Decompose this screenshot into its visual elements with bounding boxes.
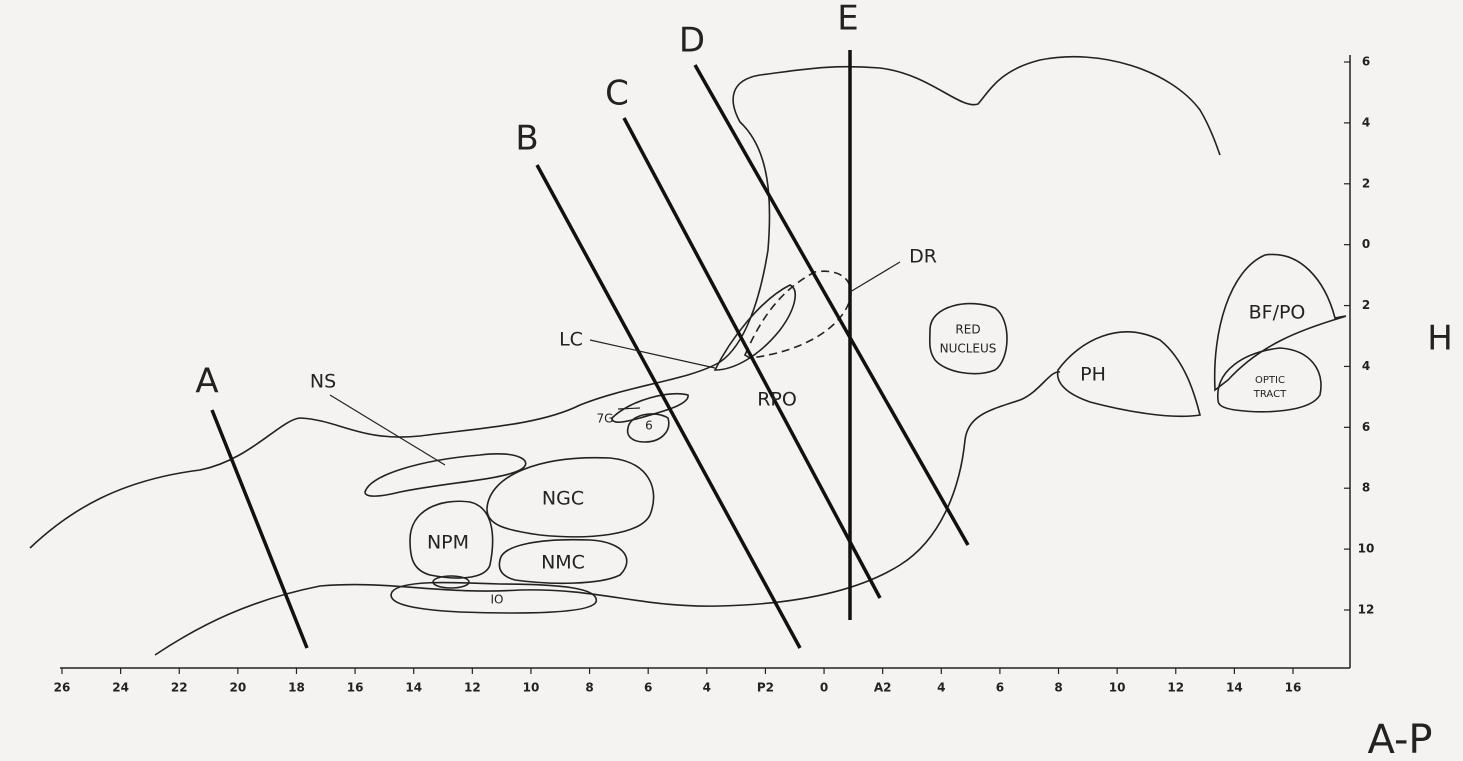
- tick-label: A2: [874, 681, 892, 695]
- tick-label: 24: [112, 681, 129, 695]
- region-label: BF/PO: [1249, 302, 1306, 324]
- region-label: LC: [559, 329, 583, 351]
- region-label: NS: [310, 371, 336, 393]
- region-label: TRACT: [1253, 389, 1287, 400]
- tick-label: 2: [1362, 298, 1370, 312]
- atlas-figure: A B C D E H A-P NS LC 7G 6 NGC NPM NMC I…: [0, 0, 1463, 761]
- ns-outline: [365, 454, 526, 496]
- region-label: PH: [1080, 364, 1106, 386]
- tick-label: 4: [1362, 359, 1370, 373]
- tick-label: 10: [1358, 542, 1375, 556]
- leader-lines: [330, 262, 900, 465]
- tick-label: 8: [585, 681, 593, 695]
- plane-line: [695, 65, 968, 545]
- tick-label: 8: [1362, 481, 1370, 495]
- plane-label: H: [1427, 319, 1453, 359]
- tick-label: 14: [1226, 681, 1243, 695]
- plane-line: [624, 118, 880, 598]
- tick-label: 10: [1109, 681, 1126, 695]
- region-label: RED: [955, 323, 980, 337]
- region-label: NPM: [427, 532, 469, 554]
- tick-label: 12: [464, 681, 481, 695]
- tick-label: 6: [1362, 55, 1370, 69]
- tick-label: 10: [523, 681, 540, 695]
- plane-label: B: [515, 119, 538, 159]
- region-label: NMC: [541, 552, 585, 574]
- tick-label: 22: [171, 681, 188, 695]
- tick-label: 6: [644, 681, 652, 695]
- plane-label: A: [195, 362, 218, 402]
- tick-label: 20: [230, 681, 247, 695]
- region-label: IO: [491, 593, 504, 607]
- plane-label: D: [679, 21, 705, 61]
- region-label: DR: [909, 246, 937, 268]
- tick-label: 16: [1285, 681, 1302, 695]
- plane-line: [212, 410, 307, 648]
- tick-label: 12: [1358, 603, 1375, 617]
- plane-label: E: [837, 0, 858, 39]
- plane-label: C: [605, 74, 629, 114]
- tick-label: 14: [405, 681, 422, 695]
- red-nucleus-outline: [930, 304, 1007, 374]
- ph-outline: [1058, 332, 1200, 416]
- tick-label: 12: [1167, 681, 1184, 695]
- tick-label: 4: [937, 681, 945, 695]
- tick-label: 4: [703, 681, 711, 695]
- region-label: 6: [645, 419, 653, 433]
- tick-label: 6: [996, 681, 1004, 695]
- region-label: OPTIC: [1255, 375, 1285, 386]
- tick-label: 8: [1054, 681, 1062, 695]
- tick-label: 0: [820, 681, 828, 695]
- region-label: RPO: [757, 389, 797, 411]
- tick-label: P2: [757, 681, 774, 695]
- tick-label: 18: [288, 681, 305, 695]
- tick-label: 26: [54, 681, 71, 695]
- region-label: NGC: [542, 488, 584, 510]
- tick-label: 2: [1362, 176, 1370, 190]
- tick-label: 6: [1362, 420, 1370, 434]
- tick-label: 0: [1362, 237, 1370, 251]
- brain-outline: [30, 57, 1220, 548]
- tick-label: 16: [347, 681, 364, 695]
- tick-label: 4: [1362, 115, 1370, 129]
- region-label: NUCLEUS: [940, 342, 997, 356]
- region-label: 7G: [597, 412, 614, 426]
- axis-title: A-P: [1367, 717, 1432, 761]
